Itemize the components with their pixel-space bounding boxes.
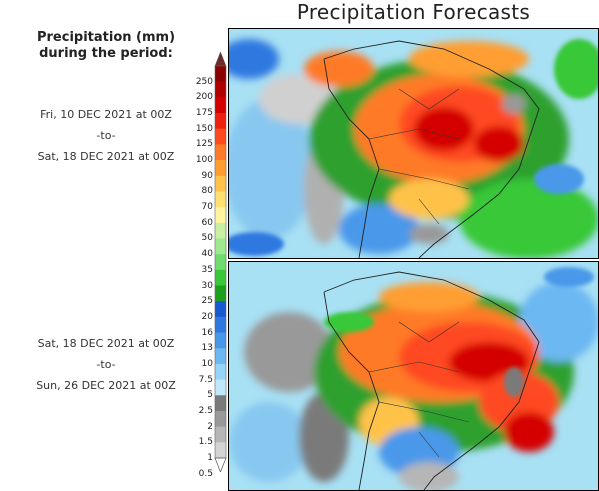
- colorbar-bottom-arrow: [214, 457, 227, 472]
- forecast-map-period-2: [228, 261, 599, 491]
- period-1-label: Fri, 10 DEC 2021 at 00Z -to- Sat, 18 DEC…: [0, 104, 212, 167]
- colorbar-tick-label: 60: [201, 217, 213, 228]
- colorbar-tick-label: 80: [201, 186, 213, 197]
- colorbar-tick-label: 125: [195, 139, 213, 150]
- colorbar-swatch: [215, 332, 226, 349]
- colorbar-swatch: [215, 113, 226, 130]
- colorbar-top-arrow: [214, 52, 227, 67]
- colorbar-tick-label: 25: [201, 296, 213, 307]
- colorbar-swatch: [215, 442, 226, 459]
- period-2-end: Sun, 26 DEC 2021 at 00Z: [36, 379, 176, 392]
- period-1-start: Fri, 10 DEC 2021 at 00Z: [40, 108, 172, 121]
- colorbar-swatch: [215, 410, 226, 427]
- period-2-label: Sat, 18 DEC 2021 at 00Z -to- Sun, 26 DEC…: [0, 333, 212, 396]
- colorbar-tick-label: 200: [195, 92, 213, 103]
- colorbar-tick-label: 20: [201, 311, 213, 322]
- continent-outline: [323, 271, 540, 490]
- precipitation-colorbar: [214, 52, 227, 472]
- colorbar-swatch: [215, 144, 226, 161]
- colorbar-swatch: [215, 363, 226, 380]
- colorbar-swatch: [215, 348, 226, 365]
- continent-outline: [323, 40, 540, 258]
- page-title: Precipitation Forecasts: [296, 0, 531, 24]
- colorbar-tick-label: 5: [207, 390, 213, 401]
- colorbar-swatch: [215, 66, 226, 82]
- colorbar-tick-label: 16: [201, 327, 213, 338]
- colorbar-swatch: [215, 269, 226, 286]
- colorbar-tick-label: 7.5: [198, 374, 213, 385]
- colorbar-swatch: [215, 301, 226, 318]
- legend-title-line1: Precipitation (mm): [36, 30, 176, 45]
- colorbar-tick-label: 0.5: [198, 468, 213, 479]
- colorbar-swatch: [215, 395, 226, 412]
- colorbar-swatch: [215, 285, 226, 302]
- period-2-start: Sat, 18 DEC 2021 at 00Z: [37, 337, 175, 350]
- colorbar-swatch: [215, 191, 226, 208]
- period-1-separator: -to-: [96, 129, 116, 142]
- colorbar-tick-label: 1.5: [198, 437, 213, 448]
- colorbar-tick-label: 10: [201, 358, 213, 369]
- colorbar-swatch: [215, 81, 226, 98]
- colorbar-tick-label: 150: [195, 123, 213, 134]
- colorbar-tick-label: 90: [201, 170, 213, 181]
- legend-title: Precipitation (mm) during the period:: [0, 30, 212, 62]
- colorbar-swatch: [215, 238, 226, 255]
- colorbar-tick-label: 2.5: [198, 405, 213, 416]
- colorbar-tick-label: 70: [201, 202, 213, 213]
- legend-title-line2: during the period:: [39, 46, 173, 61]
- colorbar-swatch: [215, 97, 226, 114]
- colorbar-swatch: [215, 128, 226, 145]
- colorbar-swatch: [215, 426, 226, 443]
- colorbar-swatch: [215, 316, 226, 333]
- colorbar-swatch: [215, 254, 226, 271]
- colorbar-tick-label: 100: [195, 155, 213, 166]
- colorbar-tick-label: 2: [207, 421, 213, 432]
- colorbar-tick-label: 13: [201, 343, 213, 354]
- colorbar-swatch: [215, 160, 226, 177]
- colorbar-tick-label: 175: [195, 108, 213, 119]
- colorbar-swatch: [215, 379, 226, 396]
- colorbar-swatch: [215, 207, 226, 224]
- colorbar-swatch: [215, 175, 226, 192]
- colorbar-tick-label: 30: [201, 280, 213, 291]
- colorbar-tick-label: 250: [195, 76, 213, 87]
- period-1-end: Sat, 18 DEC 2021 at 00Z: [37, 150, 175, 163]
- period-2-separator: -to-: [96, 358, 116, 371]
- colorbar-tick-label: 35: [201, 264, 213, 275]
- colorbar-tick-label: 40: [201, 249, 213, 260]
- colorbar-tick-label: 50: [201, 233, 213, 244]
- colorbar-tick-label: 1: [207, 453, 213, 463]
- forecast-map-period-1: [228, 28, 599, 259]
- colorbar-swatch: [215, 222, 226, 239]
